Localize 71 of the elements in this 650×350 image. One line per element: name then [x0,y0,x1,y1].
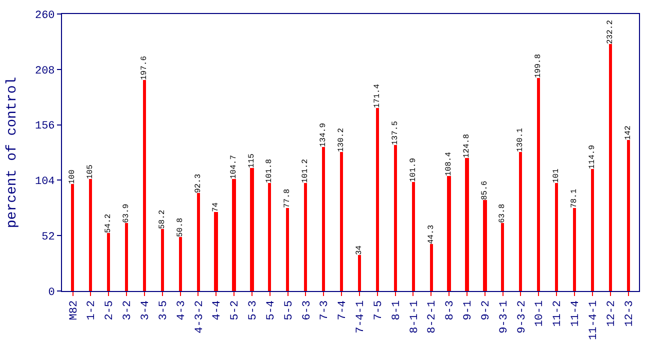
x-tick-label: 12-2 [606,300,618,327]
y-tick-label: 104 [34,176,56,188]
x-tick-label: 8-1 [390,300,403,320]
data-label: 50.8 [176,218,185,237]
data-label: 105 [86,164,95,179]
x-tick-label: 9-3-2 [516,300,528,334]
data-label: 101.8 [265,158,274,183]
data-label: 63.9 [122,204,131,223]
data-label: 78.1 [570,188,579,208]
x-tick-label: 3-5 [158,300,170,320]
data-label: 44.3 [427,224,436,244]
data-label: 114.9 [588,144,597,169]
x-tick-label: 9-2 [480,300,492,320]
data-label: 137.5 [391,120,400,145]
x-tick-label: 9-1 [462,300,475,320]
data-label: 124.8 [462,134,472,158]
x-tick-label: 5-3 [248,300,260,320]
x-tick-label: 11-4-1 [588,300,600,340]
data-label: 232.2 [606,20,615,44]
x-tick-label: M82 [68,300,80,320]
data-label: 134.9 [319,122,328,147]
data-label: 100 [68,169,77,184]
data-label: 130.1 [516,128,525,152]
data-label: 92.3 [194,174,203,193]
x-tick-label: 11-4 [570,300,582,327]
data-label: 142 [624,125,633,140]
x-tick-label: 4-3 [176,300,188,320]
x-tick-label: 7-4-1 [355,300,368,334]
data-label: 171.4 [373,84,382,108]
data-label: 74 [212,202,220,212]
x-tick-label: 7-3 [319,300,332,320]
data-label: 115 [248,153,256,168]
x-tick-label: 1-2 [86,300,98,320]
x-tick-label: 5-5 [283,300,296,320]
x-tick-label: 3-2 [122,300,134,320]
x-tick-label: 8-2-1 [426,300,439,334]
x-tick-label: 11-2 [552,300,564,327]
x-tick-label: 2-5 [104,300,116,320]
y-axis-title: percent of control [4,76,21,228]
x-tick-label: 7-4 [337,300,350,320]
y-tick-label: 260 [34,10,55,22]
data-label: 101.2 [301,158,310,183]
x-tick-label: 8-3 [444,300,457,320]
y-tick-label: 52 [42,231,55,244]
y-tick-label: 156 [34,120,55,133]
x-tick-label: 9-3-1 [498,300,510,334]
x-tick-label: 5-4 [265,300,278,320]
x-tick-label: 12-3 [624,300,636,327]
data-label: 85.6 [480,180,490,200]
data-label: 108.4 [444,152,454,176]
x-tick-label: 10-1 [534,300,546,327]
data-label: 104.7 [230,154,238,179]
x-tick-label: 3-4 [140,300,152,320]
data-label: 34 [355,245,364,255]
data-label: 197.6 [140,56,149,80]
x-tick-label: 4-3-2 [194,300,206,334]
x-tick-label: 5-2 [230,300,242,320]
x-tick-label: 6-3 [301,300,314,320]
x-tick-label: 7-5 [372,300,385,320]
y-tick-label: 208 [34,65,55,78]
y-tick-label: 0 [48,286,55,299]
data-label: 130.2 [337,128,346,152]
data-label: 54.2 [104,214,113,233]
data-label: 58.2 [158,210,167,229]
data-label: 199.8 [534,54,543,78]
x-tick-label: 8-1-1 [408,300,421,334]
x-tick-label: 4-4 [212,300,224,320]
data-label: 101.9 [409,158,418,182]
data-label: 101 [552,168,561,183]
data-label: 63.8 [498,204,507,223]
data-label: 77.8 [283,188,292,208]
